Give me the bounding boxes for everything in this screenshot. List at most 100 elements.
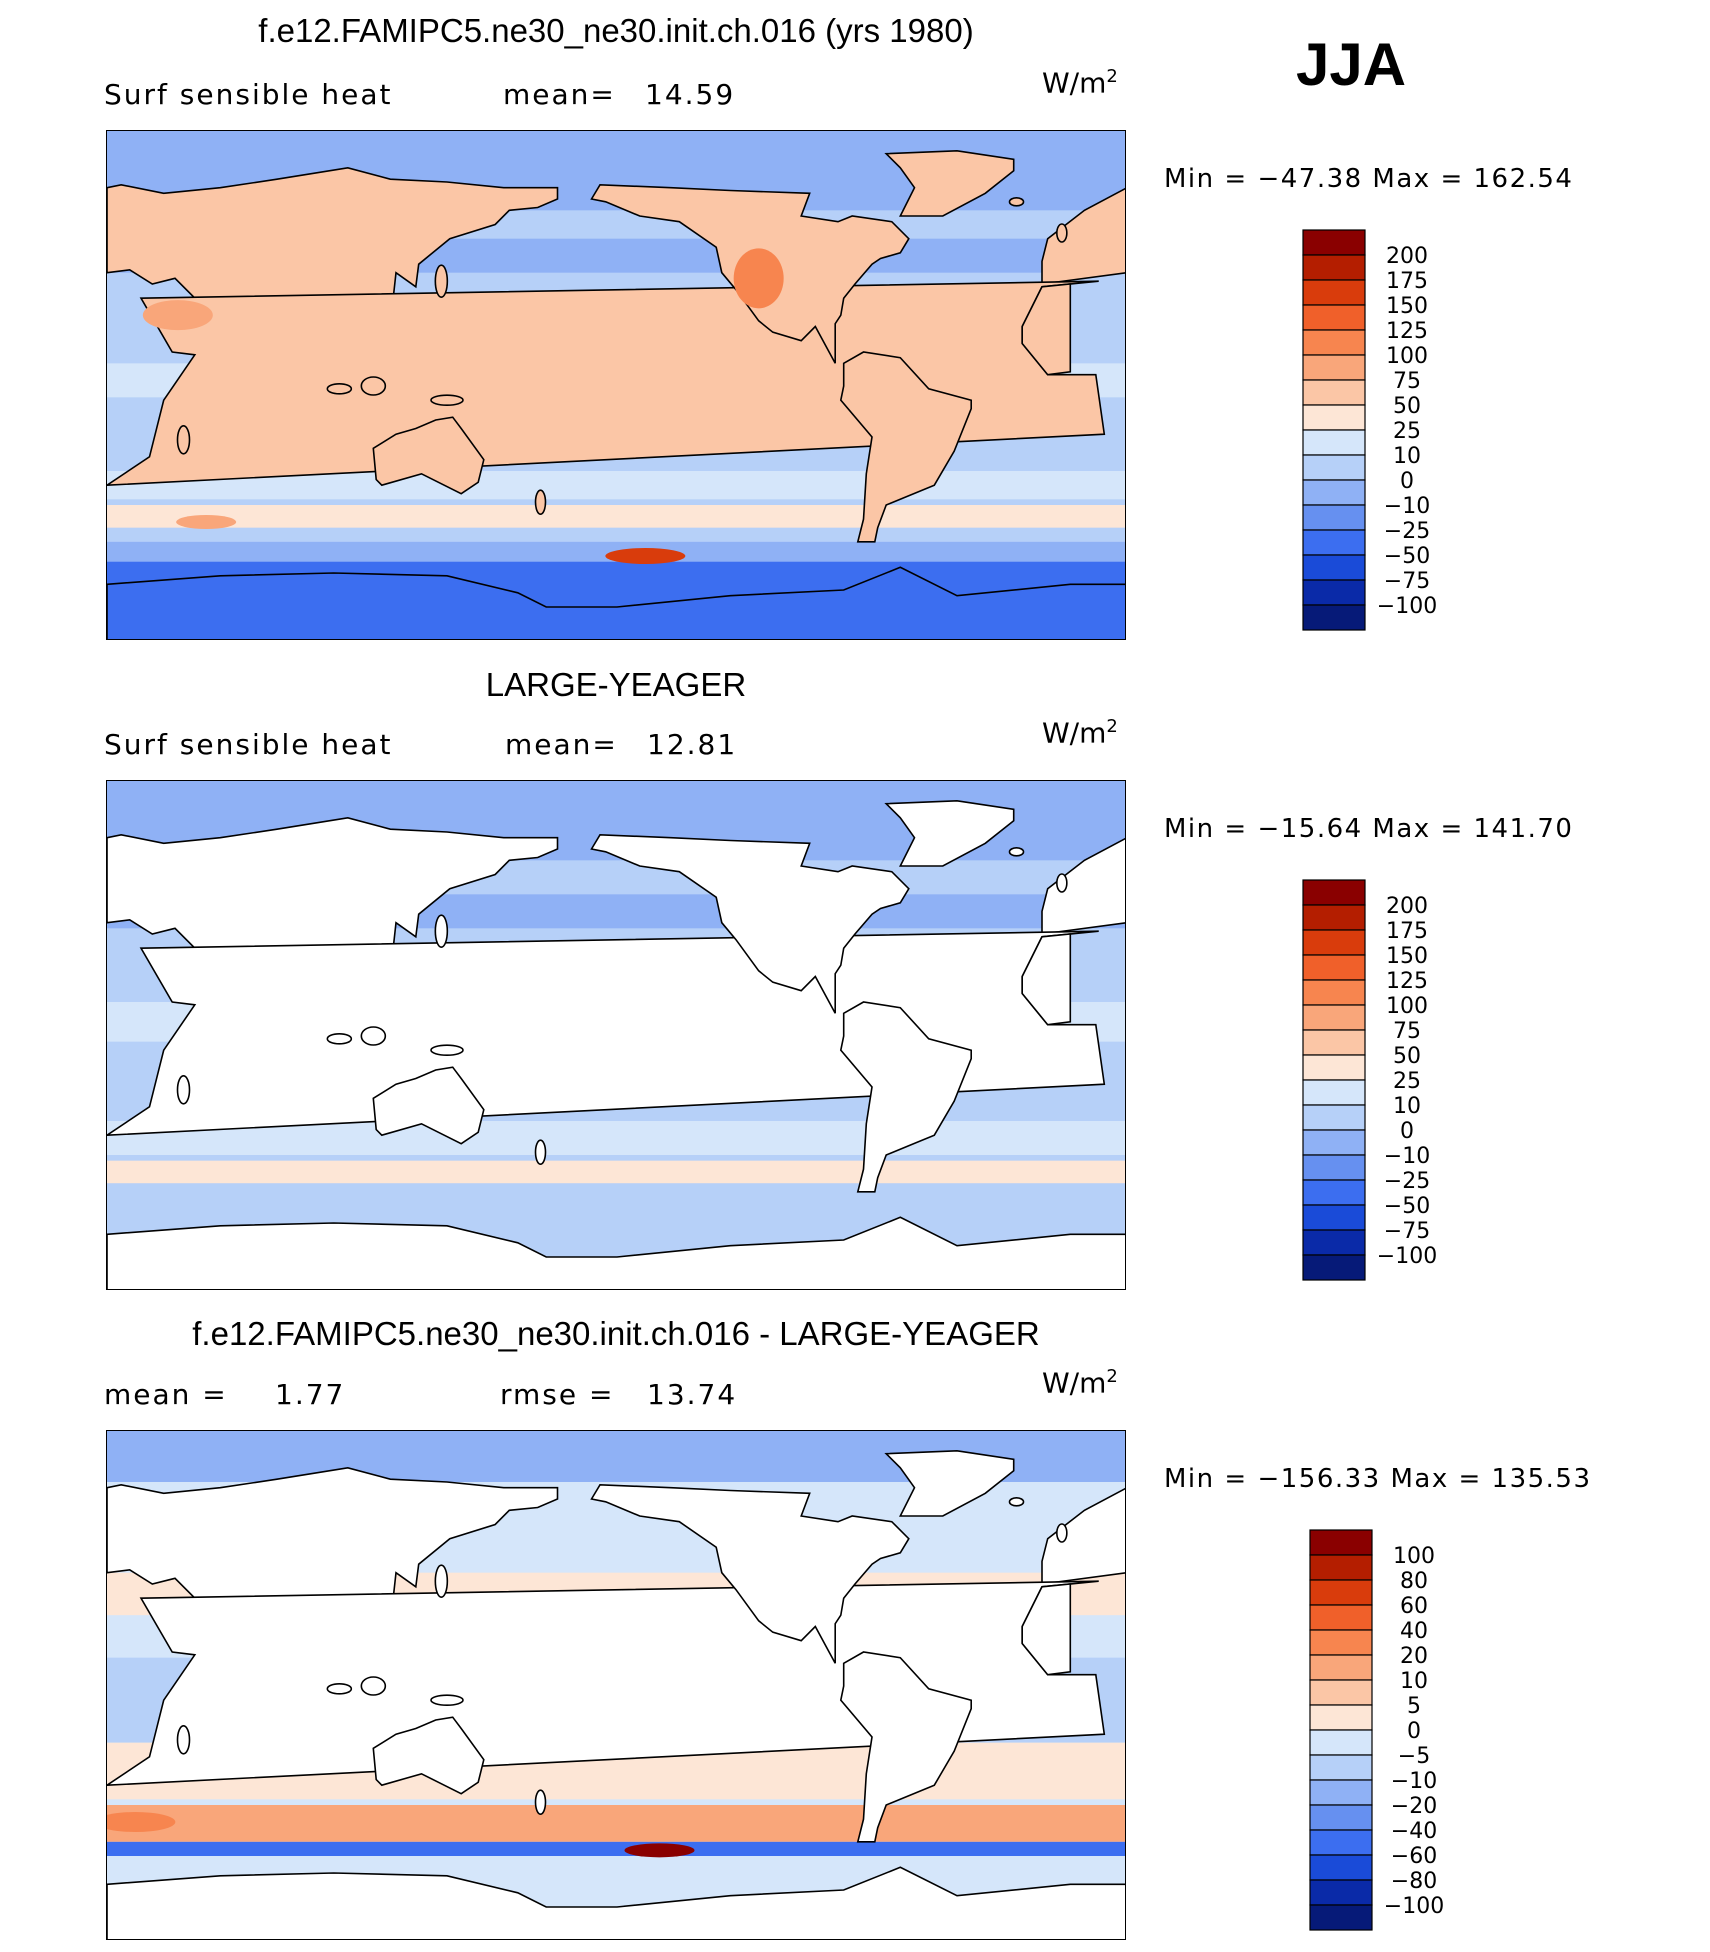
panel-1-variable-label: Surf sensible heat [104, 78, 393, 111]
colorbar-box [1302, 1029, 1366, 1056]
colorbar-tick-label: −50 [1384, 1194, 1430, 1219]
colorbar-tick-label: 10 [1393, 444, 1421, 469]
colorbar-tick-label: 150 [1386, 944, 1428, 969]
panel-1-title: f.e12.FAMIPC5.ne30_ne30.init.ch.016 (yrs… [258, 12, 974, 49]
continent-africa-wrap [1021, 933, 1072, 1026]
colorbar-tick-label: −40 [1391, 1819, 1437, 1844]
panel-2-map-svg [107, 781, 1125, 1289]
colorbar-box [1302, 1179, 1366, 1206]
colorbar-box [1309, 1654, 1373, 1681]
panel-3-units: W/m2 [1042, 1366, 1118, 1400]
colorbar-tick-label: 100 [1393, 1544, 1435, 1569]
panel-2-mean-value: 12.81 [647, 728, 738, 761]
continent-australia [372, 1066, 485, 1145]
colorbar-box [1309, 1579, 1373, 1606]
island-madagascar [176, 1075, 191, 1105]
colorbar-tick-label: 10 [1400, 1669, 1428, 1694]
continent-antarctica [107, 1866, 1125, 1939]
colorbar-box [1309, 1554, 1373, 1581]
colorbar-tick-label: −75 [1384, 1219, 1430, 1244]
panel-2-colorbar: 200 175 150 125 100 75 50 25 10 0 −10 −25 −50 −75 −100 [1302, 879, 1453, 1284]
panel-1-map-svg [107, 131, 1125, 639]
colorbar-tick-label: 0 [1407, 1719, 1421, 1744]
island-britain [1056, 1523, 1068, 1543]
colorbar-box [1309, 1879, 1373, 1906]
island-japan [434, 914, 449, 948]
continent-south-america [839, 1001, 973, 1193]
panel-1-mean-label: mean= [503, 78, 616, 111]
colorbar-box [1302, 354, 1366, 381]
continent-europe-wrap [1041, 837, 1125, 935]
island-sumatra [326, 1033, 353, 1045]
land-hot-spot [733, 248, 784, 309]
continent-greenland [884, 149, 1015, 217]
colorbar-tick-label: −50 [1384, 544, 1430, 569]
island-iceland [1008, 847, 1025, 857]
continent-australia [372, 416, 485, 495]
colorbar-box [1302, 1079, 1366, 1106]
colorbar-tick-label: 0 [1400, 1119, 1414, 1144]
colorbar-tick-label: 75 [1393, 1019, 1421, 1044]
colorbar-tick-label: 50 [1393, 1044, 1421, 1069]
continent-australia [372, 1716, 485, 1795]
colorbar-box [1302, 254, 1366, 281]
island-borneo [360, 1676, 387, 1696]
continent-north-america [590, 833, 910, 1014]
colorbar-box [1302, 279, 1366, 306]
colorbar-tick-label: −100 [1384, 1894, 1444, 1919]
colorbar-box [1302, 1204, 1366, 1231]
continent-europe-wrap [1041, 1487, 1125, 1585]
colorbar-tick-label: −10 [1391, 1769, 1437, 1794]
continent-africa [107, 930, 1106, 1137]
colorbar-box [1302, 479, 1366, 506]
colorbar-tick-label: −10 [1384, 494, 1430, 519]
island-new-guinea [430, 1044, 464, 1056]
colorbar-tick-label: 150 [1386, 294, 1428, 319]
colorbar-box [1302, 1104, 1366, 1131]
island-sumatra [326, 383, 353, 395]
colorbar-tick-label: 125 [1386, 319, 1428, 344]
island-new-zealand [534, 1789, 547, 1815]
colorbar-box [1309, 1754, 1373, 1781]
continent-south-america [839, 1651, 973, 1843]
colorbar-box [1302, 529, 1366, 556]
colorbar-box [1302, 929, 1366, 956]
colorbar-box [1302, 229, 1366, 256]
warm-spot [605, 548, 686, 564]
colorbar-box [1309, 1604, 1373, 1631]
island-madagascar [176, 1725, 191, 1755]
panel-3-mean-label: mean = [104, 1378, 228, 1411]
continent-africa [107, 1580, 1106, 1787]
colorbar-box [1309, 1804, 1373, 1831]
warm-spot [107, 1812, 176, 1832]
colorbar-box [1302, 904, 1366, 931]
continent-africa-wrap [1021, 1583, 1072, 1676]
colorbar-tick-label: 175 [1386, 269, 1428, 294]
colorbar-box [1309, 1904, 1373, 1931]
panel-2-minmax: Min = −15.64 Max = 141.70 [1164, 814, 1574, 844]
island-borneo [360, 1026, 387, 1046]
colorbar-box [1309, 1679, 1373, 1706]
panel-1-map [106, 130, 1126, 640]
island-new-guinea [430, 1694, 464, 1706]
panel-3-map-svg [107, 1431, 1125, 1939]
continent-africa-wrap [1021, 283, 1072, 376]
colorbar-tick-label: 200 [1386, 894, 1428, 919]
southern-storm-band [107, 1160, 1125, 1184]
colorbar-box [1302, 379, 1366, 406]
colorbar-tick-label: 5 [1407, 1694, 1421, 1719]
colorbar-box [1302, 1229, 1366, 1256]
colorbar-tick-label: 175 [1386, 919, 1428, 944]
land-hot-spot [142, 300, 213, 331]
panel-3-rmse-value: 13.74 [647, 1378, 738, 1411]
panel-1-colorbar: 200 175 150 125 100 75 50 25 10 0 −10 −25 −50 −75 −100 [1302, 229, 1453, 634]
island-iceland [1008, 1497, 1025, 1507]
colorbar-box [1302, 404, 1366, 431]
colorbar-box [1309, 1854, 1373, 1881]
island-borneo [360, 376, 387, 396]
colorbar-tick-label: 0 [1400, 469, 1414, 494]
panel-2-title: LARGE-YEAGER [485, 666, 747, 703]
colorbar-box [1302, 329, 1366, 356]
colorbar-tick-label: 25 [1393, 419, 1421, 444]
colorbar-tick-label: 80 [1400, 1569, 1428, 1594]
